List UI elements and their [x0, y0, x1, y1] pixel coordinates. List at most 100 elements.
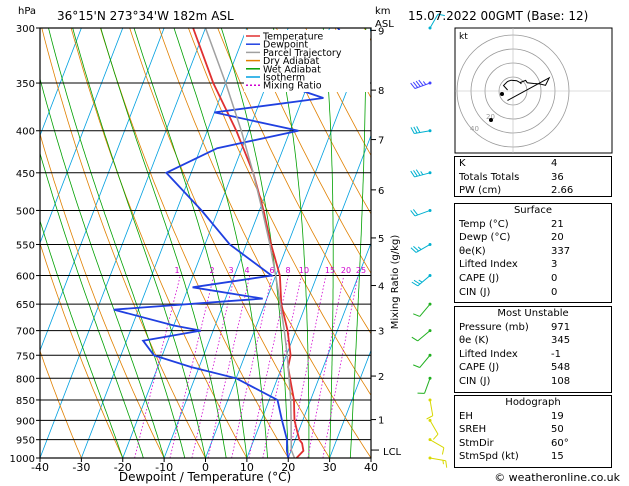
y-tick-label: 750 — [16, 351, 35, 362]
legend-label: Temperature — [262, 32, 323, 43]
wind-barb-staff — [429, 439, 445, 449]
hodograph-title: Hodograph — [505, 397, 561, 408]
skewt-grid — [40, 28, 371, 458]
legend-label: Dewpoint — [263, 40, 308, 51]
km-tick-label: 2 — [378, 372, 384, 383]
datetime-title: 15.07.2022 00GMT (Base: 12) — [408, 9, 588, 23]
mixing-ratio-line — [134, 275, 181, 458]
wind-barb-flag — [413, 170, 418, 177]
y-tick-label: 1000 — [10, 454, 35, 465]
isotherm-line — [329, 349, 371, 458]
wet-adiabat-line — [133, 28, 248, 458]
wind-barb-halfflag — [418, 279, 423, 283]
isotherm-line — [246, 134, 371, 458]
wind-barb-flag — [418, 79, 424, 86]
wind-barbs — [410, 13, 448, 468]
wet-adiabat-line — [272, 28, 310, 458]
x-tick-label: 10 — [240, 461, 254, 474]
wind-barb — [410, 79, 432, 89]
legend-label: Dry Adiabat — [263, 56, 320, 67]
y-tick-label: 600 — [16, 272, 35, 283]
km-tick-label: 4 — [378, 282, 384, 293]
isotherm-line — [40, 28, 206, 458]
wind-barb-flag — [411, 336, 419, 342]
x-tick-label: -40 — [31, 461, 49, 474]
index-row-pw: PW (cm) 2.66 — [459, 185, 574, 197]
km-label: km — [375, 6, 391, 17]
y-tick-label: 850 — [16, 396, 35, 407]
wind-barb — [410, 126, 432, 135]
hodograph-row: StmDir 60° — [459, 437, 569, 449]
hodograph-point — [489, 118, 493, 122]
surface-row: Dewp (°C) 20 — [459, 232, 564, 244]
y-tick-label: 550 — [16, 240, 35, 251]
dry-adiabat-line — [40, 349, 82, 458]
most-unstable-table: Most Unstable Pressure (mb) 971 θe (K) 345… — [454, 306, 612, 393]
mixing-ratio-label: 3 — [228, 266, 233, 275]
mixing-ratio-label: 20 — [341, 266, 351, 275]
wind-barb-flag — [426, 415, 434, 420]
wind-barb-flag — [415, 169, 421, 176]
x-tick-label: -20 — [114, 461, 132, 474]
wind-barb — [428, 438, 445, 455]
hodograph-table: Hodograph EH 19 SREH 50 StmDir 60° StmSpd (… — [454, 395, 612, 468]
km-tick-label: 1 — [378, 416, 384, 427]
isotherm-line — [40, 28, 124, 245]
wind-barb-flag — [413, 126, 418, 134]
hodograph-kt-label: kt — [459, 32, 468, 42]
wet-adiabat-line — [322, 28, 334, 458]
dry-adiabat-line — [305, 28, 371, 157]
most-unstable-row: Pressure (mb) 971 — [459, 321, 571, 333]
isotherm-line — [40, 28, 165, 352]
wet-adiabat-line — [349, 28, 367, 458]
hodograph-row: StmSpd (kt) 15 — [459, 451, 564, 463]
x-tick-label: 0 — [202, 461, 209, 474]
hodograph-ring-label: 20 — [486, 113, 495, 121]
dry-adiabat-line — [275, 28, 371, 215]
hodograph-ring-label: 40 — [470, 125, 479, 133]
mixing-ratio-label: 8 — [285, 266, 290, 275]
wind-barb — [417, 376, 432, 394]
y-tick-label: 950 — [16, 436, 35, 447]
mixing-ratio-label: 4 — [244, 266, 249, 275]
wind-barb-flag — [412, 81, 419, 88]
wind-barb-flag — [413, 313, 420, 317]
wet-adiabat-line — [40, 151, 144, 458]
hodograph-row: EH 19 — [459, 410, 564, 422]
wet-adiabat-line — [40, 77, 165, 458]
wet-adiabat-line — [72, 28, 206, 458]
wind-barb-flag — [410, 247, 417, 253]
y-tick-label: 450 — [16, 169, 35, 180]
legend-label: Parcel Trajectory — [263, 48, 342, 59]
wind-barb-halfflag — [442, 460, 444, 465]
legend-background — [244, 30, 370, 92]
wind-barb-staff — [429, 13, 439, 29]
wind-barb-flag — [445, 460, 448, 468]
wind-barb-halfflag — [422, 81, 427, 85]
km-tick-label: 8 — [378, 86, 384, 97]
surface-row: CAPE (J) 0 — [459, 272, 558, 284]
hodograph-row: SREH 50 — [459, 424, 564, 436]
wind-barb — [428, 456, 448, 468]
km-tick-label: 6 — [378, 186, 384, 197]
isotherm-line — [80, 28, 248, 458]
wind-barb — [411, 329, 432, 342]
wind-barb — [413, 353, 432, 368]
wind-barb-flag — [410, 127, 415, 134]
series-parcel-trajectory — [204, 28, 296, 458]
surface-table: Surface Temp (°C) 21 Dewp (°C) 20 θe(K) 337… — [454, 203, 612, 303]
y-tick-label: 300 — [16, 24, 35, 35]
km-tick-label: 5 — [378, 234, 384, 245]
wind-barb-flag — [415, 80, 421, 87]
most-unstable-row: CIN (J) 108 — [459, 375, 571, 387]
mixing-ratio-label: 6 — [269, 266, 274, 275]
y-tick-label: 900 — [16, 416, 35, 427]
hpa-label: hPa — [18, 6, 36, 17]
asl-label: ASL — [375, 19, 394, 30]
wind-barb-flag — [412, 209, 419, 216]
wind-barb-flag — [411, 281, 419, 287]
